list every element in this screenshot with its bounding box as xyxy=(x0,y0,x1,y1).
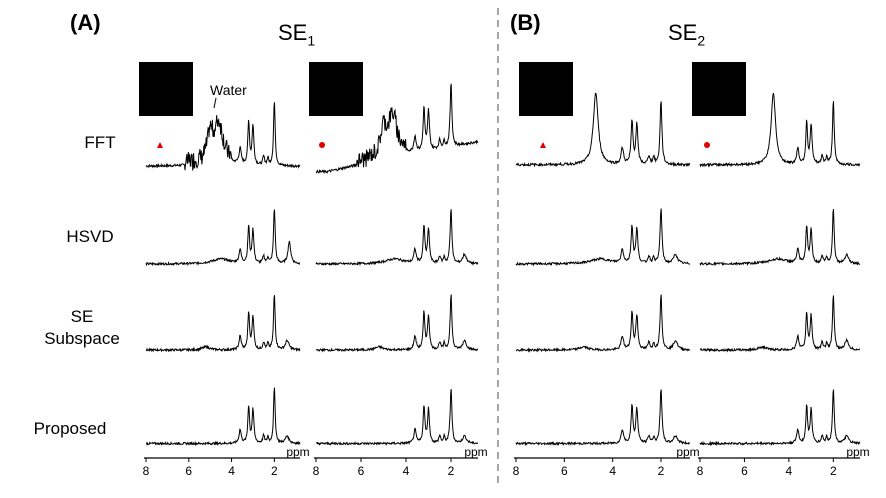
x-axis-tick-label-3-3: 2 xyxy=(830,464,837,478)
x-axis-unit-3: ppm xyxy=(846,445,869,459)
x-axis-unit-1: ppm xyxy=(464,445,487,459)
row-label-se-subspace-line2: Subspace xyxy=(44,329,120,348)
x-axis-tick-label-0-3: 2 xyxy=(271,464,278,478)
x-axis-tick-label-0-2: 4 xyxy=(228,464,235,478)
spectrum-line-se1-circle-row2 xyxy=(315,294,478,353)
x-axis-tick-label-3-2: 4 xyxy=(786,464,793,478)
mri-thumbnail-se1-circle xyxy=(309,62,363,116)
x-axis-tick-label-1-3: 2 xyxy=(448,464,455,478)
x-axis-unit-0: ppm xyxy=(286,445,309,459)
x-axis-tick-label-3-0: 8 xyxy=(697,464,704,478)
x-axis-tick-label-1-2: 4 xyxy=(403,464,410,478)
mri-thumbnail-se2-circle xyxy=(692,62,746,116)
water-annotation: Water xyxy=(210,82,247,98)
spectrum-line-se1-circle-row0 xyxy=(315,83,479,175)
spectrum-line-se1-triangle-row0 xyxy=(145,102,301,172)
voxel-marker-circle-1 xyxy=(319,142,325,148)
spectrum-line-se2-triangle-row3 xyxy=(515,389,691,447)
row-label-se-subspace: SE Subspace xyxy=(22,306,142,350)
voxel-marker-triangle-2 xyxy=(540,142,546,148)
x-axis-tick-label-3-1: 6 xyxy=(741,464,748,478)
x-axis-tick-label-0-0: 8 xyxy=(143,464,150,478)
spectrum-line-se2-circle-row0 xyxy=(699,92,861,168)
voxel-marker-triangle-0 xyxy=(157,142,163,148)
x-axis-tick-label-0-1: 6 xyxy=(185,464,192,478)
spectrum-line-se2-circle-row2 xyxy=(699,295,861,353)
spectrum-line-se2-circle-row3 xyxy=(699,389,861,447)
x-axis-tick-label-2-2: 4 xyxy=(609,464,616,478)
spectrum-line-se1-circle-row3 xyxy=(316,389,479,446)
voxel-marker-circle-3 xyxy=(704,142,710,148)
spectrum-line-se2-triangle-row2 xyxy=(515,294,691,353)
panel-title-se1-main: SE xyxy=(278,20,308,45)
water-pointer xyxy=(213,97,217,109)
panel-title-se1: SE1 xyxy=(278,20,315,48)
spectrum-line-se2-triangle-row0 xyxy=(515,92,691,168)
row-label-proposed: Proposed xyxy=(33,419,107,438)
x-axis-tick-label-1-0: 8 xyxy=(313,464,320,478)
spectrum-line-se2-circle-row1 xyxy=(699,209,861,267)
panel-title-se2-main: SE xyxy=(668,20,698,45)
x-axis-tick-label-2-1: 6 xyxy=(561,464,568,478)
x-axis-tick-label-2-3: 2 xyxy=(658,464,665,478)
panel-title-se2-sub: 2 xyxy=(697,32,706,49)
x-axis-tick-label-2-0: 8 xyxy=(513,464,520,478)
spectrum-line-se2-triangle-row1 xyxy=(515,208,691,267)
mri-thumbnail-se2-triangle xyxy=(519,62,573,116)
panel-label-a: (A) xyxy=(70,10,101,35)
panel-title-se1-sub: 1 xyxy=(307,32,316,49)
row-label-fft: FFT xyxy=(84,133,116,152)
spectrum-line-se1-triangle-row2 xyxy=(145,295,301,353)
row-label-hsvd: HSVD xyxy=(66,227,114,246)
spectrum-line-se1-circle-row1 xyxy=(315,209,479,267)
x-axis-unit-2: ppm xyxy=(676,445,699,459)
row-label-se-subspace-line1: SE xyxy=(70,307,94,326)
x-axis-tick-label-1-1: 6 xyxy=(358,464,365,478)
mri-thumbnail-se1-triangle xyxy=(139,62,193,116)
panel-label-b: (B) xyxy=(510,10,541,35)
spectrum-line-se1-triangle-row1 xyxy=(145,209,301,267)
spectrum-line-se1-triangle-row3 xyxy=(145,387,301,447)
panel-title-se2: SE2 xyxy=(668,20,705,48)
